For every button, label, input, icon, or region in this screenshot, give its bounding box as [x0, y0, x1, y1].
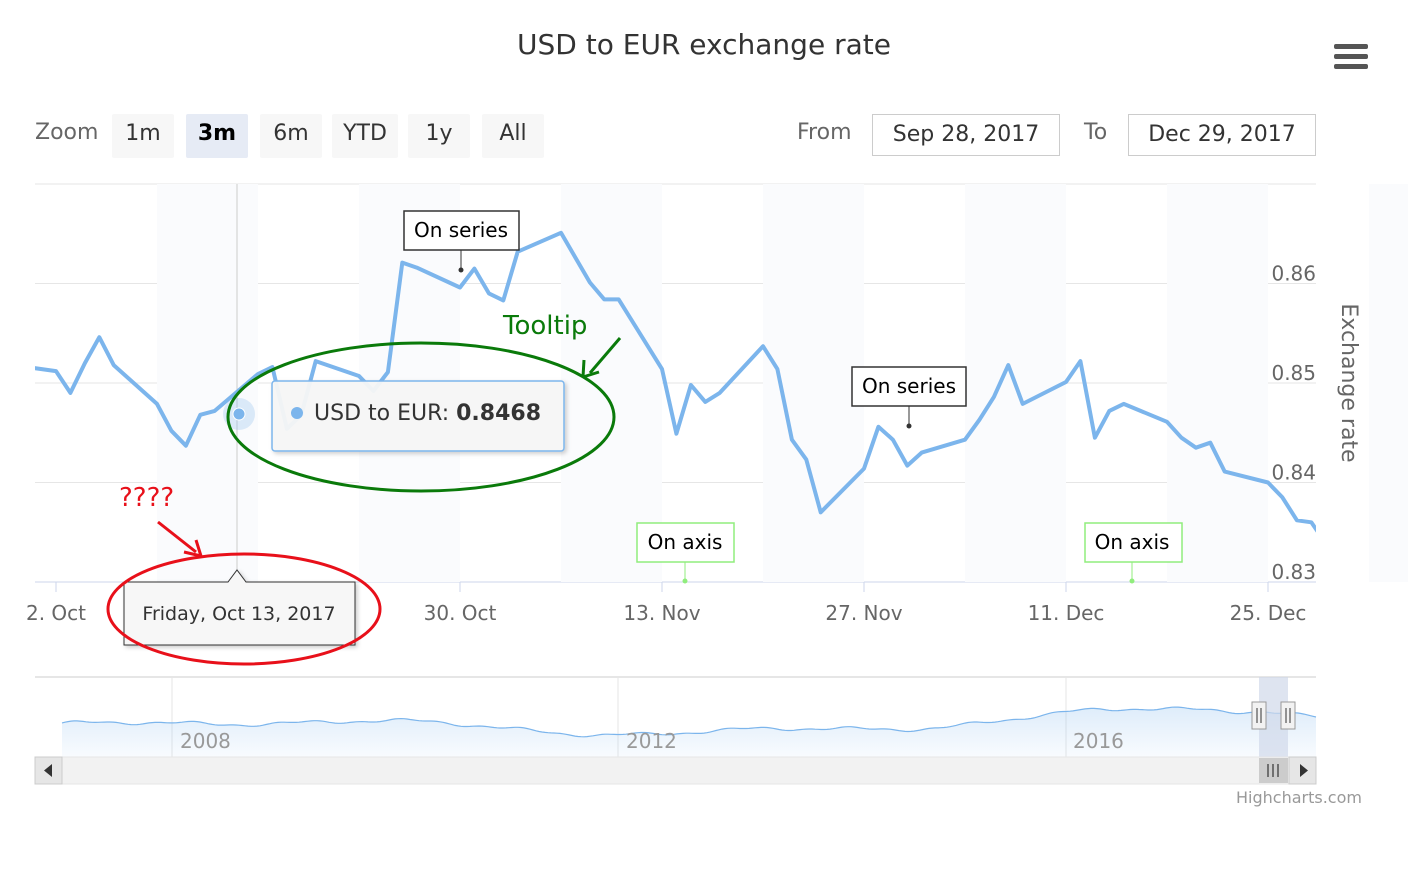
zoom-label: Zoom — [35, 120, 99, 145]
y-tick-label: 0.86 — [1271, 262, 1316, 286]
tooltip-note-arrow — [588, 337, 622, 374]
y-tick-label: 0.85 — [1271, 361, 1316, 385]
tooltip-value: 0.8468 — [456, 401, 541, 426]
tooltip-note: Tooltip — [502, 311, 587, 341]
week-band — [561, 184, 662, 582]
question-note: ???? — [119, 483, 174, 513]
svg-text:USD to EUR: 0.8468: USD to EUR: 0.8468 — [314, 401, 541, 426]
navigator-tick-2008: 2008 — [180, 729, 231, 753]
navigator-tick-2012: 2012 — [626, 729, 677, 753]
tooltip-highlight-ellipse — [226, 341, 616, 493]
tooltip-series-label: USD to EUR: — [314, 401, 456, 426]
y-axis: 0.83 0.84 0.85 0.86 — [1271, 262, 1316, 585]
axis-date-tooltip: Friday, Oct 13, 2017 — [123, 569, 356, 646]
x-tick-label: 27. Nov — [825, 601, 902, 625]
chart-title: USD to EUR exchange rate — [517, 28, 891, 61]
x-tick-label: 2. Oct — [26, 601, 86, 625]
menu-icon[interactable] — [1334, 44, 1368, 72]
zoom-1m-button[interactable]: 1m — [112, 114, 174, 158]
zoom-1y-button[interactable]: 1y — [408, 114, 470, 158]
x-tick-label: 30. Oct — [424, 601, 497, 625]
axis-date-label: Friday, Oct 13, 2017 — [142, 603, 335, 625]
chevron-right-icon — [1300, 764, 1308, 777]
scroll-left-button[interactable] — [34, 756, 63, 785]
chevron-left-icon — [44, 764, 52, 777]
navigator[interactable]: 2008 2012 2016 — [35, 676, 1317, 757]
navigator-left-handle[interactable] — [1251, 701, 1267, 730]
x-tick-label: 11. Dec — [1028, 601, 1105, 625]
y-axis-title: Exchange rate — [1336, 303, 1361, 462]
date-highlight-ellipse — [106, 552, 382, 666]
on-axis-label-2: On axis — [1084, 522, 1183, 584]
series-usd-eur[interactable] — [0, 230, 1326, 544]
y-tick-label: 0.84 — [1271, 461, 1316, 485]
on-series-label-2: On series — [851, 366, 967, 429]
on-axis-label-1-text: On axis — [648, 530, 723, 554]
question-note-arrowhead — [183, 539, 203, 558]
navigator-tick-2016: 2016 — [1073, 729, 1124, 753]
x-tick-label: 25. Dec — [1230, 601, 1307, 625]
from-label: From — [797, 120, 852, 145]
on-axis-label-2-text: On axis — [1095, 530, 1170, 554]
zoom-ytd-button[interactable]: YTD — [332, 114, 398, 158]
zoom-3m-button[interactable]: 3m — [186, 114, 248, 158]
scroll-right-button[interactable] — [1288, 756, 1317, 785]
from-date-input[interactable]: Sep 28, 2017 — [872, 114, 1060, 156]
y-tick-label: 0.83 — [1271, 560, 1316, 584]
week-band — [763, 184, 864, 582]
to-date-input[interactable]: Dec 29, 2017 — [1128, 114, 1316, 156]
tooltip-note-arrowhead — [581, 359, 600, 379]
zoom-all-button[interactable]: All — [482, 114, 544, 158]
scrollbar[interactable] — [34, 756, 1317, 785]
to-label: To — [1084, 120, 1108, 145]
on-series-label-2-text: On series — [862, 374, 956, 398]
credits-link[interactable]: Highcharts.com — [1236, 788, 1362, 807]
hover-point[interactable] — [232, 407, 246, 421]
week-band — [1167, 184, 1268, 582]
tooltip-series-marker — [291, 407, 303, 419]
week-band — [157, 184, 258, 582]
series-line[interactable] — [0, 230, 1326, 543]
on-series-label-1-text: On series — [414, 218, 508, 242]
navigator-series-area — [62, 707, 1316, 757]
navigator-right-handle[interactable] — [1280, 701, 1296, 730]
on-series-label-1: On series — [403, 210, 520, 273]
week-band — [1369, 184, 1408, 582]
x-tick-label: 13. Nov — [623, 601, 700, 625]
tooltip: USD to EUR: 0.8468 — [271, 380, 565, 452]
navigator-series-line — [61, 706, 1317, 738]
on-axis-label-1: On axis — [636, 522, 735, 584]
zoom-6m-button[interactable]: 6m — [260, 114, 322, 158]
question-note-arrow — [157, 520, 197, 554]
